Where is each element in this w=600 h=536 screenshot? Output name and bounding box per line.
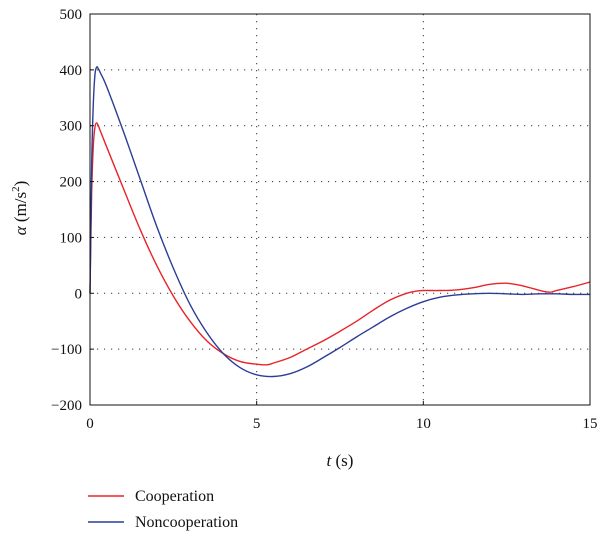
x-axis-unit: (s): [331, 451, 353, 470]
x-tick-label: 5: [253, 416, 261, 432]
y-tick-label: −200: [51, 398, 82, 414]
y-axis-unit: (m/s: [11, 192, 30, 226]
series-lines: [89, 66, 591, 378]
legend-label-cooperation: Cooperation: [135, 488, 214, 505]
y-tick-label: 400: [60, 63, 83, 79]
y-axis-symbol: α: [11, 225, 30, 235]
y-tick-label: 300: [60, 119, 83, 135]
x-axis-ticks: 0 5 10 15: [86, 401, 598, 432]
series-line-cooperation: [89, 122, 591, 366]
legend-label-noncooperation: Noncooperation: [135, 514, 238, 531]
y-tick-label: 200: [60, 175, 83, 191]
y-axis-unit-superscript: 2: [10, 186, 22, 192]
y-tick-label: 500: [60, 7, 83, 23]
x-tick-label: 10: [416, 416, 431, 432]
y-tick-label: 100: [60, 230, 83, 246]
legend: Cooperation Noncooperation: [88, 488, 238, 531]
y-axis-label: α (m/s2): [10, 181, 30, 236]
x-tick-label: 15: [583, 416, 598, 432]
x-axis-symbol: t: [327, 451, 333, 470]
x-tick-label: 0: [86, 416, 94, 432]
plot-frame: [89, 13, 591, 406]
y-axis-unit-close: ): [11, 181, 30, 187]
y-tick-label: −100: [51, 342, 82, 358]
series-line-noncooperation: [89, 66, 591, 378]
grid-lines: [90, 14, 590, 405]
y-axis-ticks: −200 −100 0 100 200 300 400 500: [51, 7, 94, 414]
y-tick-label: 0: [75, 286, 83, 302]
x-axis-label: t (s): [327, 451, 354, 470]
